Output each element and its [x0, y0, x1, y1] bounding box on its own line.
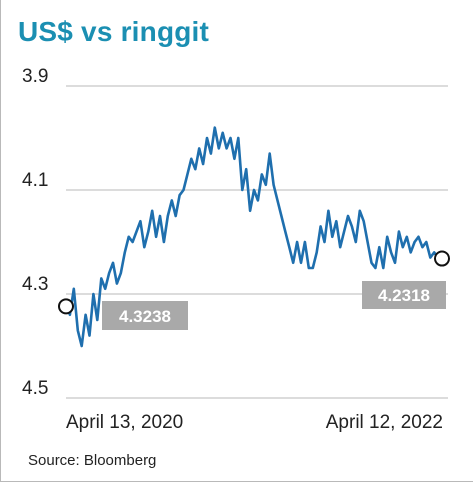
- series-line: [64, 126, 444, 348]
- y-tick-label: 4.1: [22, 170, 48, 191]
- start-badge-label: 4.3238: [119, 307, 171, 326]
- y-tick-label: 3.9: [22, 66, 48, 87]
- y-tick-label: 4.5: [22, 378, 48, 399]
- end-badge-label: 4.2318: [378, 286, 430, 305]
- end-marker: [434, 250, 450, 267]
- chart-title: US$ vs ringgit: [18, 16, 210, 47]
- y-tick-label: 4.3: [22, 274, 48, 295]
- start-marker: [58, 298, 74, 315]
- x-label-end: April 12, 2022: [326, 412, 443, 433]
- x-label-start: April 13, 2020: [66, 412, 183, 433]
- y-axis-ticks: 3.9 4.1 4.3 4.5: [22, 66, 48, 399]
- grid-lines: [66, 85, 448, 399]
- start-badge: [102, 301, 188, 330]
- series-group: [58, 126, 450, 348]
- x-axis-labels: April 13, 2020 April 12, 2022: [66, 412, 443, 433]
- value-badges: 4.3238 4.2318: [102, 281, 446, 330]
- source-note: Source: Bloomberg: [28, 452, 157, 469]
- end-badge: [362, 281, 446, 309]
